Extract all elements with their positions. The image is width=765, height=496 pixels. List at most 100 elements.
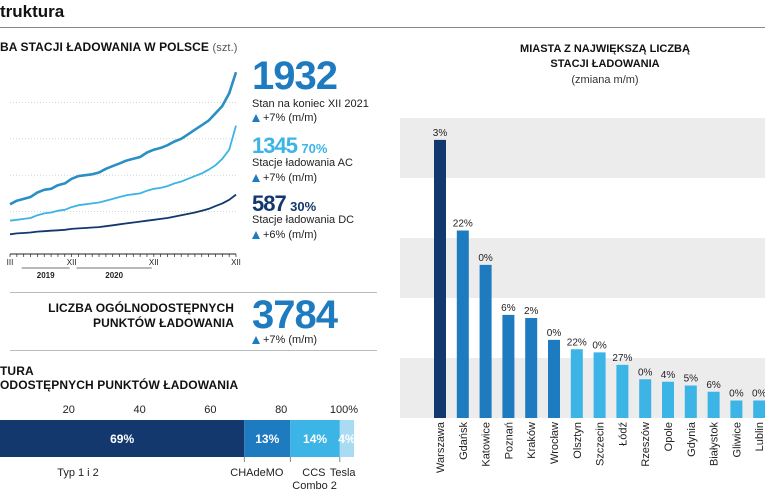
bar-4 bbox=[502, 314, 515, 418]
x-tick-label: XII bbox=[231, 258, 241, 267]
bar-value-label: 3% bbox=[433, 128, 448, 139]
section-divider bbox=[10, 350, 377, 351]
bar-value-label: 27% bbox=[612, 353, 632, 364]
bar-3 bbox=[479, 264, 492, 418]
structure-stacked-bar: 20 40 60 80 100% 69% 13% 14% 4% Typ 1 i 2 CHAdeMO C… bbox=[0, 404, 358, 492]
cities-chart-subtitle: (zmiana m/m) bbox=[571, 74, 639, 86]
ac-stations-value: 1345 bbox=[252, 133, 298, 158]
city-label: Katowice bbox=[481, 422, 493, 467]
bar-value-label: 0% bbox=[592, 340, 607, 351]
page-title: truktura bbox=[0, 2, 65, 21]
bar-14 bbox=[730, 400, 743, 418]
total-stations-label: Stan na koniec XII 2021 bbox=[252, 98, 369, 110]
cities-bar-chart: 3% Warszawa 22% Gdańsk 0% Katowice 6% Poznań 2% K… bbox=[400, 118, 765, 473]
total-stations-change: +7% (m/m) bbox=[252, 112, 317, 124]
bar-value-label: 0% bbox=[638, 367, 653, 378]
axis-tick-label: 20 bbox=[63, 404, 75, 416]
city-label: Poznań bbox=[503, 422, 515, 459]
bar-value-label: 22% bbox=[567, 337, 587, 348]
ac-stations-change: +7% (m/m) bbox=[252, 172, 317, 184]
dc-stations-label: Stacje ładowania DC bbox=[252, 214, 355, 226]
year-label: 2019 bbox=[37, 271, 55, 280]
bar-value-label: 0% bbox=[729, 389, 744, 400]
bar-6 bbox=[548, 339, 560, 418]
city-label: Rzeszów bbox=[640, 422, 652, 467]
structure-title-line1: TURA bbox=[0, 364, 34, 378]
bar-value-label: 2% bbox=[524, 306, 539, 317]
bar-9 bbox=[616, 364, 629, 418]
city-label: Lublin bbox=[754, 422, 765, 451]
header-divider bbox=[0, 27, 765, 28]
points-change-text: +7% (m/m) bbox=[263, 334, 318, 346]
bar-5 bbox=[525, 318, 538, 418]
grid-band bbox=[400, 118, 765, 178]
city-label: Białystok bbox=[709, 422, 721, 467]
ac-stations-value-row: 1345 70% bbox=[252, 133, 327, 159]
series-line-2 bbox=[9, 125, 237, 222]
cities-chart-title-line2: STACJI ŁADOWANIA bbox=[550, 58, 660, 70]
structure-title-line2: ODOSTĘPNYCH PUNKTÓW ŁADOWANIA bbox=[0, 378, 239, 392]
dc-stations-share: 30% bbox=[290, 199, 317, 214]
segment-category-label: Typ 1 i 2 bbox=[57, 467, 99, 479]
city-label: Olsztyn bbox=[572, 422, 584, 459]
bar-1 bbox=[434, 139, 446, 418]
segment-category-label: CCS bbox=[302, 467, 325, 479]
bar-2 bbox=[456, 230, 469, 418]
segment-label: 13% bbox=[255, 432, 279, 446]
bar-13 bbox=[707, 391, 720, 418]
bar-12 bbox=[684, 385, 697, 418]
bar-11 bbox=[662, 381, 674, 418]
bar-value-label: 5% bbox=[684, 374, 699, 385]
axis-tick-label: 100% bbox=[330, 404, 358, 416]
segment-category-label: Combo 2 bbox=[292, 480, 337, 492]
line-chart-title-text: BA STACJI ŁADOWANIA W POLSCE bbox=[0, 40, 210, 54]
city-label: Szczecin bbox=[595, 422, 607, 466]
segment-category-label: Tesla bbox=[330, 467, 357, 479]
grid-band bbox=[400, 238, 765, 298]
city-label: Warszawa bbox=[435, 421, 447, 473]
city-label: Wrocław bbox=[549, 422, 561, 464]
dc-stations-change: +6% (m/m) bbox=[252, 229, 317, 241]
city-label: Kraków bbox=[526, 422, 538, 459]
city-label: Gdańsk bbox=[458, 422, 470, 460]
x-tick-label: III bbox=[7, 258, 14, 267]
stack-segment-1 bbox=[0, 420, 245, 457]
dc-stations-value: 587 bbox=[252, 191, 287, 216]
bar-value-label: 0% bbox=[752, 389, 765, 400]
x-tick-label: XII bbox=[67, 258, 77, 267]
city-label: Gliwice bbox=[731, 422, 743, 457]
bar-7 bbox=[570, 349, 583, 418]
ac-stations-label: Stacje ładowania AC bbox=[252, 157, 353, 169]
total-stations-value: 1932 bbox=[252, 54, 338, 98]
section-divider bbox=[10, 292, 377, 293]
city-label: Łódź bbox=[617, 422, 629, 446]
ac-stations-change-text: +7% (m/m) bbox=[263, 172, 318, 184]
bar-value-label: 6% bbox=[501, 303, 516, 314]
points-change: +7% (m/m) bbox=[252, 334, 317, 346]
axis-tick-label: 40 bbox=[133, 404, 145, 416]
up-triangle-icon bbox=[252, 114, 260, 122]
cities-chart-title: MIASTA Z NAJWIĘKSZĄ LICZBĄ STACJI ŁADOWA… bbox=[470, 42, 740, 72]
ac-stations-share: 70% bbox=[301, 141, 328, 156]
year-label: 2020 bbox=[105, 271, 123, 280]
line-chart: III XII XII XII 2019 2020 bbox=[7, 71, 241, 280]
points-label-line2: PUNKTÓW ŁADOWANIA bbox=[92, 316, 234, 330]
segment-category-label: CHAdeMO bbox=[230, 467, 284, 479]
total-stations-change-text: +7% (m/m) bbox=[263, 112, 318, 124]
bar-value-label: 4% bbox=[661, 370, 676, 381]
city-label: Gdynia bbox=[686, 421, 698, 457]
points-label-line1: LICZBA OGÓLNODOSTĘPNYCH bbox=[48, 301, 234, 315]
stack-segment-2 bbox=[244, 420, 291, 457]
line-chart-title: BA STACJI ŁADOWANIA W POLSCE (szt.) bbox=[0, 40, 238, 54]
stack-segment-3 bbox=[290, 420, 340, 457]
segment-label: 4% bbox=[338, 432, 356, 446]
bar-15 bbox=[753, 400, 765, 418]
bar-value-label: 22% bbox=[453, 219, 473, 230]
stack-segment-4 bbox=[339, 420, 354, 457]
bar-10 bbox=[639, 379, 652, 418]
points-value: 3784 bbox=[252, 293, 338, 337]
segment-label: 14% bbox=[303, 432, 327, 446]
up-triangle-icon bbox=[252, 174, 260, 182]
series-line-3 bbox=[9, 193, 237, 236]
dc-stations-change-text: +6% (m/m) bbox=[263, 229, 318, 241]
